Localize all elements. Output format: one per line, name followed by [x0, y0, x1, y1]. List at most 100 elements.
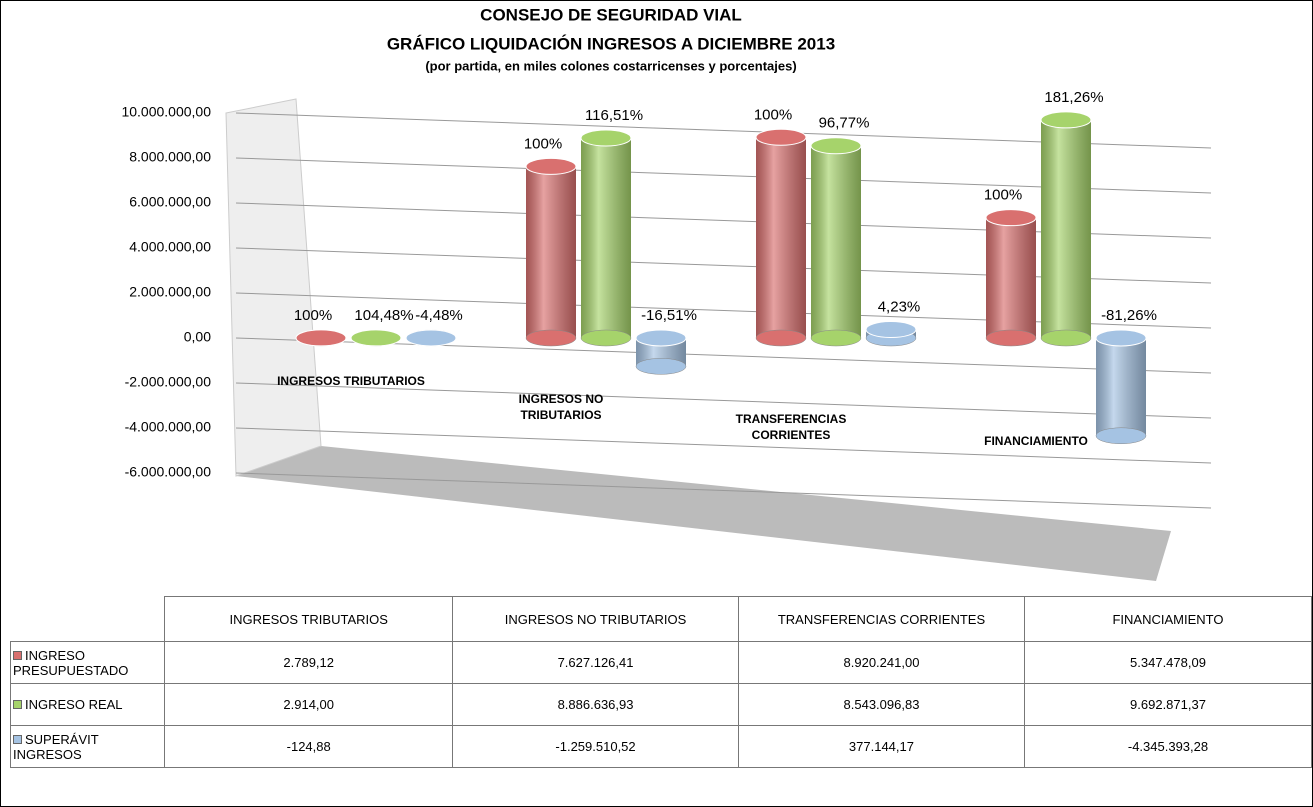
bar-bottom [985, 329, 1037, 347]
table-cell: 2.914,00 [164, 683, 454, 726]
percent-label: 181,26% [1044, 89, 1103, 106]
y-tick-label: 0,00 [184, 329, 211, 345]
floor [236, 446, 1171, 581]
percent-label: 96,77% [819, 115, 870, 132]
grid-line [235, 427, 1212, 464]
legend-label: SUPERÁVIT INGRESOS [13, 731, 99, 762]
legend-key [13, 700, 22, 709]
bar-top [985, 209, 1037, 227]
cylinder [985, 209, 1037, 347]
bar-bottom [755, 329, 807, 347]
table-row: SUPERÁVIT INGRESOS -124,88 -1.259.510,52 37… [9, 725, 1312, 768]
bar-top [1095, 329, 1147, 347]
row-header: INGRESO REAL [9, 683, 166, 726]
category-label: TRANSFERENCIAS CORRIENTES [735, 412, 847, 442]
chart-subtitle: GRÁFICO LIQUIDACIÓN INGRESOS A DICIEMBRE… [387, 34, 835, 53]
y-tick-label: 6.000.000,00 [129, 194, 211, 210]
table-cell: 8.886.636,93 [452, 683, 739, 726]
bar-shade [1041, 119, 1091, 338]
table-cell: 377.144,17 [737, 725, 1025, 768]
bar-shade [811, 145, 861, 338]
side-wall [225, 98, 322, 477]
table-cell: 8.543.096,83 [737, 683, 1025, 726]
cylinder [635, 329, 687, 375]
table-header: TRANSFERENCIAS CORRIENTES [737, 596, 1025, 642]
percent-label: 100% [524, 135, 562, 152]
grid-line [235, 472, 1212, 509]
table-cell: -1.259.510,52 [452, 725, 739, 768]
bar-bottom [1095, 427, 1147, 445]
bar-top [865, 321, 917, 339]
table-header: INGRESOS TRIBUTARIOS [164, 596, 454, 642]
table-corner [10, 596, 166, 642]
percent-label: -81,26% [1101, 307, 1157, 324]
cylinder [580, 129, 632, 347]
percent-label: 116,51% [585, 107, 643, 124]
percent-label: -4,48% [415, 307, 463, 324]
cylinder [405, 329, 457, 347]
bar-top [350, 329, 402, 347]
y-tick-label: -4.000.000,00 [125, 419, 212, 435]
y-tick-label: 10.000.000,00 [121, 104, 211, 120]
row-header: SUPERÁVIT INGRESOS [9, 725, 166, 768]
data-table: INGRESOS TRIBUTARIOS INGRESOS NO TRIBUTAR… [9, 596, 1312, 768]
chart: CONSEJO DE SEGURIDAD VIAL GRÁFICO LIQUID… [121, 5, 1212, 581]
chart-title: CONSEJO DE SEGURIDAD VIAL [480, 5, 742, 24]
bar-shade [986, 217, 1036, 338]
category-label: INGRESOS NO TRIBUTARIOS [518, 392, 604, 422]
bar-top [295, 329, 347, 347]
percent-label: 100% [984, 187, 1022, 204]
bar-bottom [635, 358, 687, 375]
percent-label: 4,23% [878, 298, 921, 315]
bar-shade [581, 138, 631, 338]
bar-bottom [1040, 329, 1092, 347]
table-row: INGRESO PRESUPUESTADO 2.789,12 7.627.126,4… [9, 641, 1312, 684]
bar-bottom [525, 329, 577, 347]
legend-key [13, 734, 22, 744]
table-header-row: INGRESOS TRIBUTARIOS INGRESOS NO TRIBUTAR… [10, 596, 1312, 642]
bar-bottom [810, 329, 862, 347]
table-cell: 7.627.126,41 [452, 641, 739, 684]
legend-label: INGRESO REAL [25, 697, 123, 712]
y-tick-label: -2.000.000,00 [125, 374, 212, 390]
bar-top [755, 128, 807, 146]
bar-shade [526, 166, 576, 338]
cylinder [755, 128, 807, 347]
bar-top [1040, 111, 1092, 129]
table-header: FINANCIAMIENTO [1023, 596, 1312, 642]
category-label: INGRESOS TRIBUTARIOS [277, 374, 425, 388]
percent-label: 100% [294, 307, 332, 324]
percent-label: -16,51% [641, 307, 697, 324]
bar-bottom [580, 329, 632, 347]
table-cell: 2.789,12 [164, 641, 454, 684]
bar-shade [756, 137, 806, 338]
bar-top [525, 157, 577, 175]
cylinder [1040, 111, 1092, 347]
bar-shade [1096, 338, 1146, 436]
cylinder [810, 137, 862, 347]
percent-label: 100% [754, 106, 792, 123]
table-row: INGRESO REAL 2.914,00 8.886.636,93 8.543.09… [9, 683, 1312, 726]
table-cell: -124,88 [164, 725, 454, 768]
bar-top [405, 329, 457, 347]
category-label: FINANCIAMIENTO [984, 434, 1088, 448]
cylinder [525, 157, 577, 347]
cylinder [1095, 329, 1147, 445]
table-cell: 9.692.871,37 [1023, 683, 1312, 726]
bar-top [580, 129, 632, 147]
chart-note: (por partida, en miles colones costarric… [425, 58, 796, 73]
y-tick-label: 8.000.000,00 [129, 149, 211, 165]
legend-label: INGRESO PRESUPUESTADO [13, 647, 129, 678]
bar-top [810, 137, 862, 155]
table-cell: 5.347.478,09 [1023, 641, 1312, 684]
percent-label: 104,48% [354, 307, 413, 324]
row-header: INGRESO PRESUPUESTADO [9, 641, 166, 684]
y-tick-label: 2.000.000,00 [129, 284, 211, 300]
legend-key [13, 650, 22, 660]
table-cell: 8.920.241,00 [737, 641, 1025, 684]
grid-line [235, 382, 1212, 419]
grid-line [235, 337, 1212, 374]
cylinder [865, 321, 917, 347]
table-header: INGRESOS NO TRIBUTARIOS [452, 596, 739, 642]
